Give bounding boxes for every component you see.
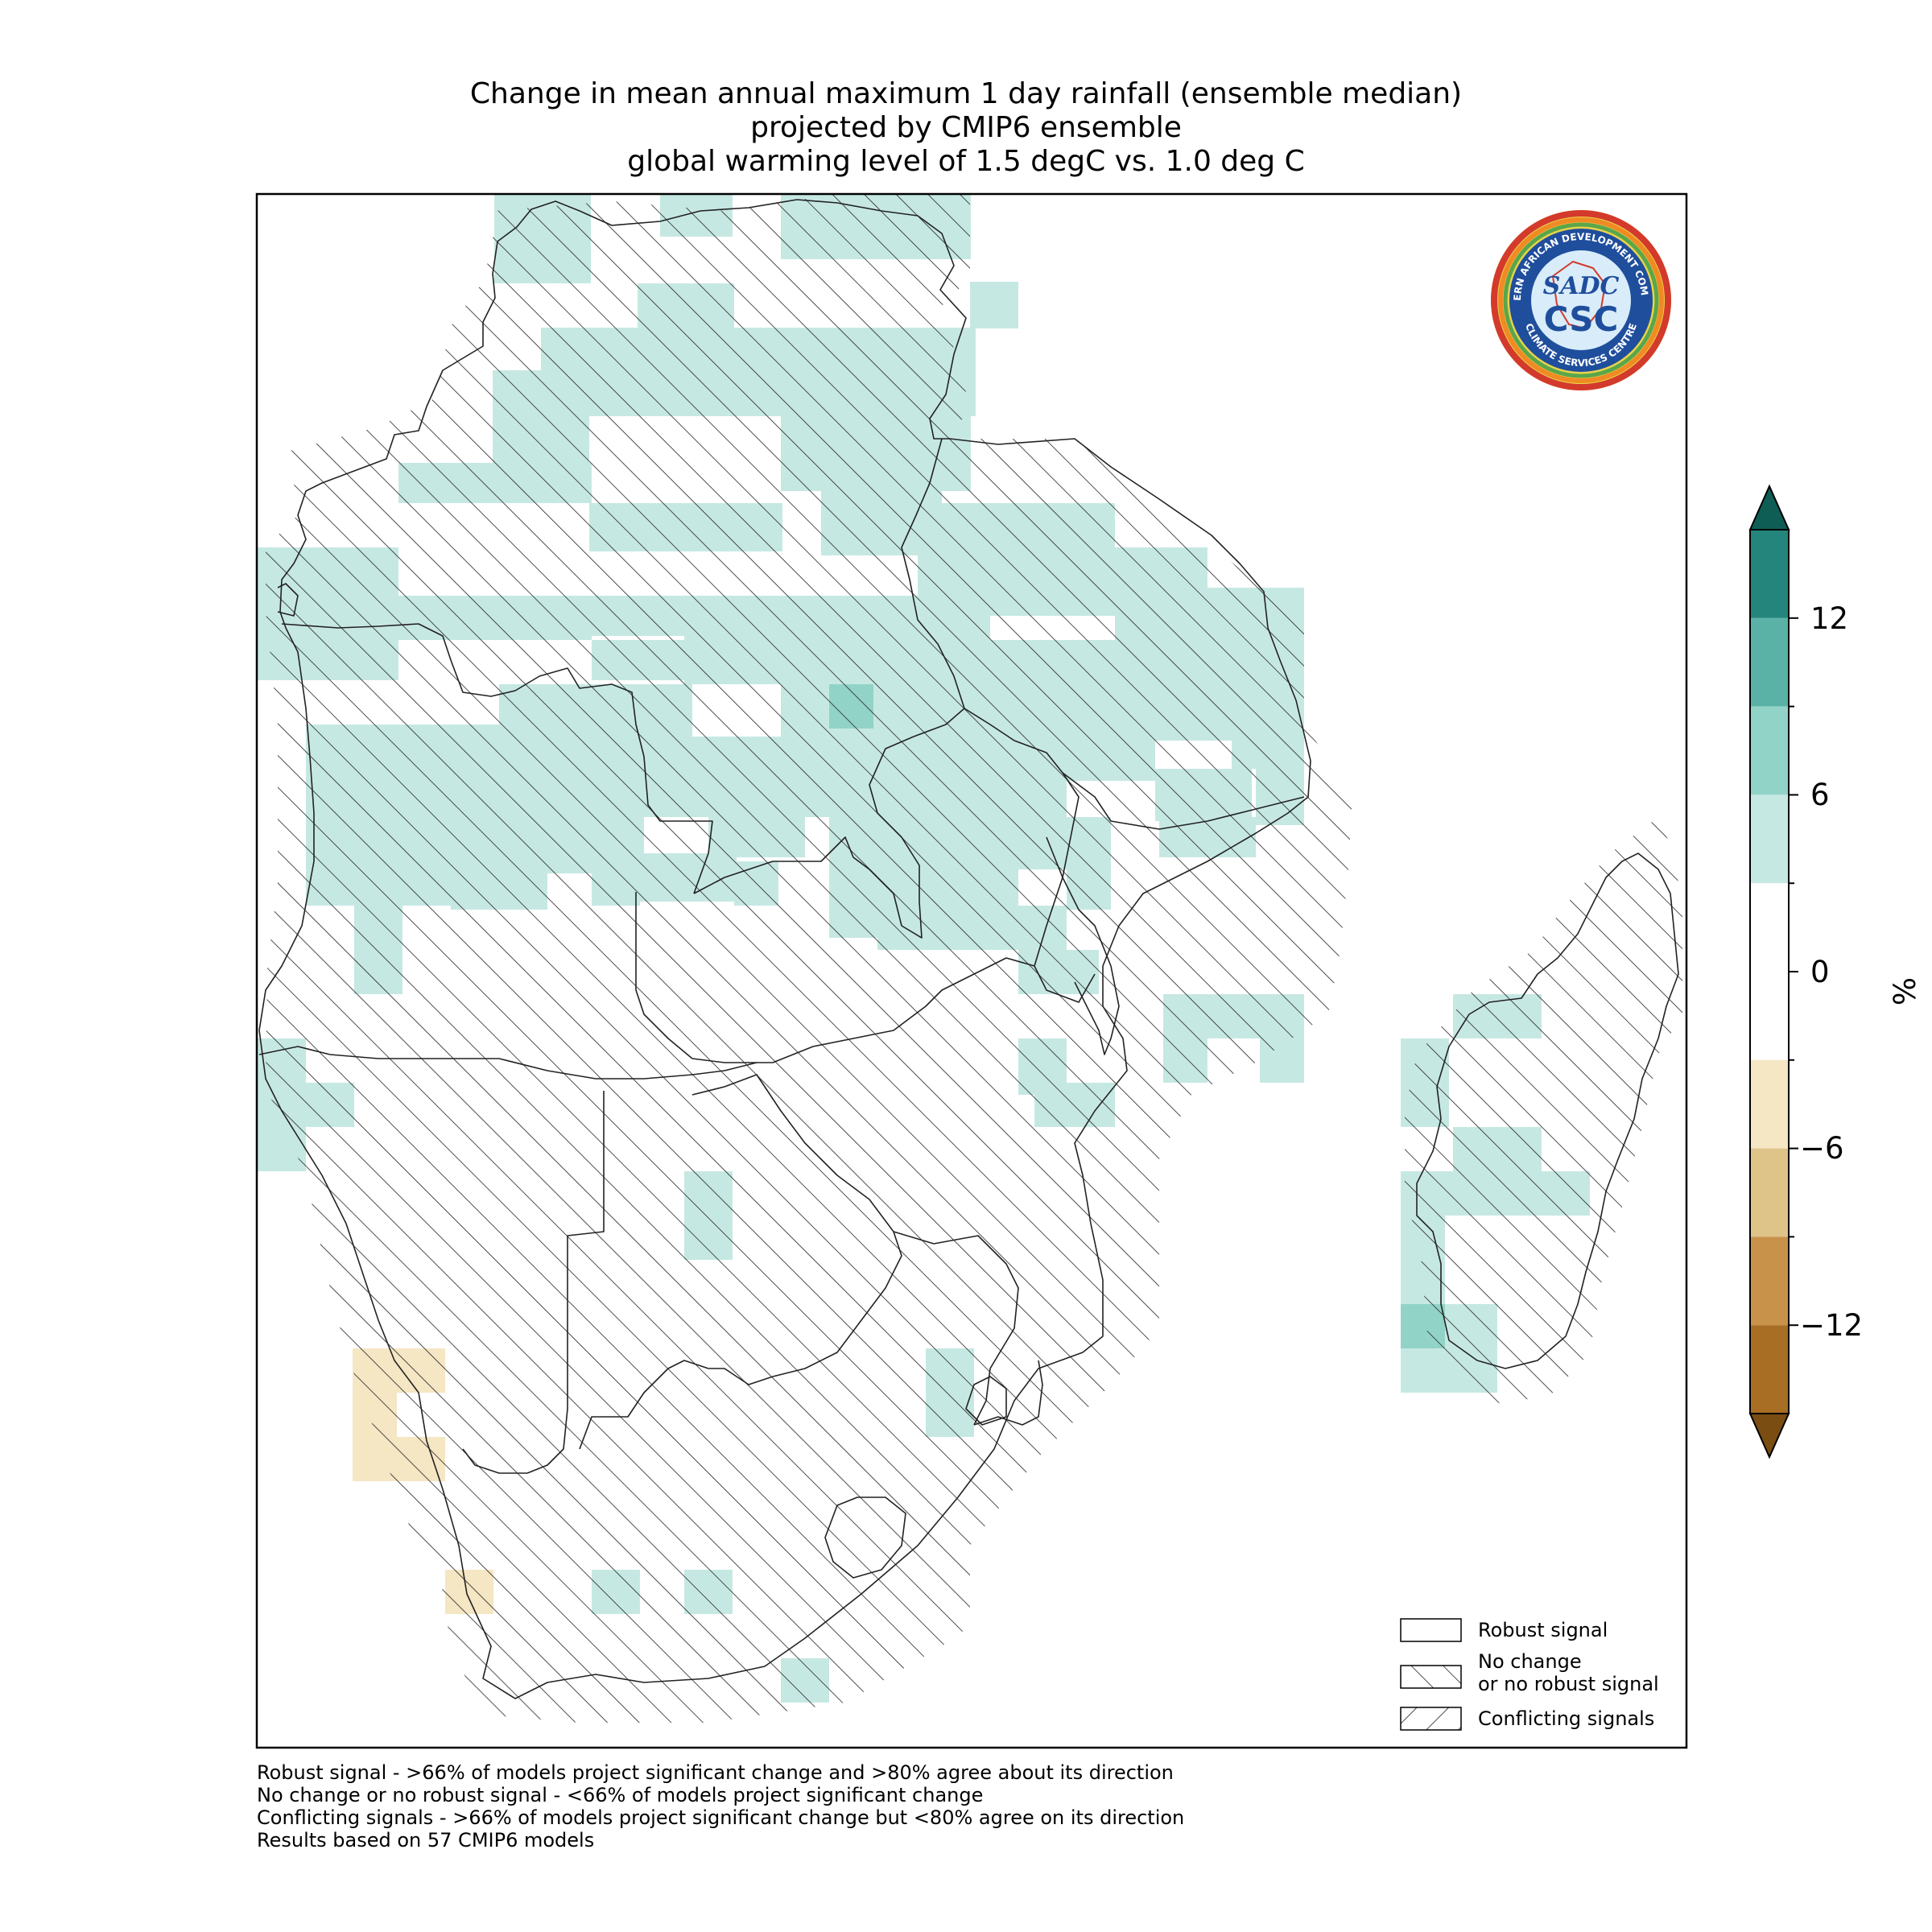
border-botswana-zimbabwe [579,1074,902,1450]
colorbar-block [1750,617,1789,707]
legend-swatch-no-change [1400,1665,1462,1689]
country-borders [258,199,1679,1699]
hatch-mainland [266,195,1352,1723]
border-drc-west-coast [277,583,299,617]
border-tanzania-mozambique [1062,772,1305,830]
border-zimbabwe-mozambique [893,1231,1019,1426]
madagascar-coastline [1416,852,1679,1369]
colorbar-tick-label-0: 0 [1810,955,1830,989]
colorbar-tick-label-minus-6: −6 [1800,1131,1844,1166]
colorbar-block [1750,1148,1789,1237]
title-line-2: projected by CMIP6 ensemble [750,111,1182,144]
footnote-model-count: Results based on 57 CMIP6 models [257,1829,595,1852]
logo-abbrev: CSC [1544,299,1619,339]
hatch-legend [1400,1618,1462,1731]
legend-label-robust: Robust signal [1478,1619,1608,1641]
border-drc-zambia [693,708,965,939]
colorbar-extend-min [1748,1413,1790,1459]
colorbar-unit: % [1888,976,1923,1006]
footnote-robust: Robust signal - >66% of models project s… [257,1761,1174,1784]
colorbar-block [1750,1059,1789,1149]
map-title: Change in mean annual maximum 1 day rain… [0,77,1932,179]
border-namibia-botswana [462,1091,605,1474]
sadc-csc-logo: SOUTHERN AFRICAN DEVELOPMENT COMMUNITY C… [1491,210,1671,390]
legend-swatch-robust [1400,1618,1462,1642]
border-angola-namibia [258,1046,758,1080]
colorbar-ticks [1789,617,1798,1327]
border-drc-angola [281,623,713,894]
rainfall-change-cell [970,282,1018,328]
hatch-madagascar [1405,817,1682,1405]
border-eswatini [965,1376,1007,1426]
footnote-conflicting: Conflicting signals - >66% of models pro… [257,1806,1185,1829]
colorbar-block [1750,1236,1789,1326]
border-zambia-south [691,957,1096,1063]
colorbar-block [1750,883,1789,1060]
border-angola-zambia [635,892,693,1059]
border-lesotho [824,1496,906,1579]
colorbar-block [1750,1325,1789,1414]
no-robust-signal-hatching [266,195,1682,1723]
legend-swatch-conflicting [1400,1707,1462,1731]
border-sa-mozambique [973,1360,1043,1426]
footnote-no-change: No change or no robust signal - <66% of … [257,1784,984,1806]
border-tanzania-zambia-malawi [964,708,1080,967]
legend-label-conflicting: Conflicting signals [1478,1707,1655,1730]
title-line-3: global warming level of 1.5 degC vs. 1.0… [627,145,1305,178]
colorbar-blocks [1750,530,1789,1414]
map-panel [258,195,1682,1723]
logo-monogram: SADC [1543,272,1620,300]
map-frame [255,192,1688,1749]
colorbar-block [1750,706,1789,795]
legend-label-no-change-line-1: No change [1478,1650,1582,1673]
mainland-coastline [258,199,1311,1699]
footnotes: Robust signal - >66% of models project s… [257,1761,1184,1852]
legend-label-no-change-line-2: or no robust signal [1478,1673,1659,1695]
colorbar-extend-max [1748,484,1790,530]
border-malawi [1046,836,1120,1055]
colorbar [1748,484,1798,1459]
title-line-1: Change in mean annual maximum 1 day rain… [469,77,1463,110]
colorbar-tick-label-minus-12: −12 [1800,1308,1864,1343]
legend-label-no-change: No change or no robust signal [1478,1650,1659,1695]
colorbar-tick-label-6: 6 [1810,778,1830,812]
colorbar-block [1750,795,1789,884]
colorbar-tick-label-12: 12 [1810,601,1849,636]
border-drc-tanzania [901,438,965,709]
colorbar-block [1750,530,1789,618]
